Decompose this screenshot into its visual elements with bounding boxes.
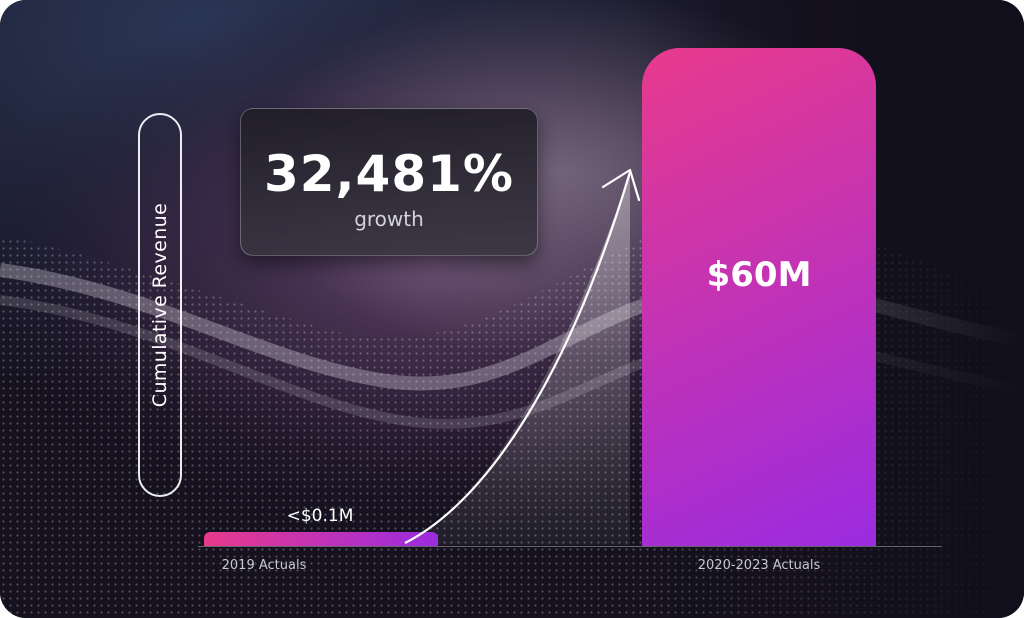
value-label-2020-2023: $60M [706, 255, 812, 296]
growth-callout: 32,481% growth [240, 108, 538, 256]
category-label-2019: 2019 Actuals [221, 558, 307, 573]
y-axis-label-pill: Cumulative Revenue [138, 113, 182, 497]
growth-value: 32,481% [263, 145, 515, 203]
growth-label: growth [354, 207, 424, 231]
value-label-2019: <$0.1M [286, 506, 354, 526]
bar-2020-2023-actuals [642, 48, 876, 546]
x-axis-baseline [198, 546, 942, 547]
y-axis-label: Cumulative Revenue [149, 202, 171, 408]
category-label-2020-2023: 2020-2023 Actuals [697, 558, 821, 573]
bar-2019-actuals [204, 532, 438, 546]
